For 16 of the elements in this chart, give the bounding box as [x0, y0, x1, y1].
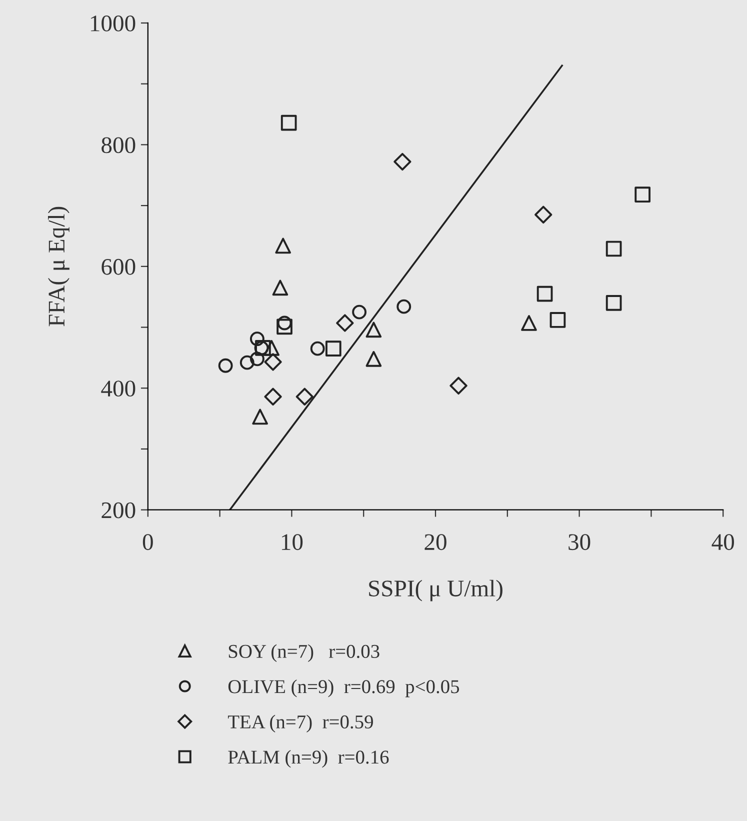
y-tick-label: 200 — [102, 502, 136, 518]
x-tick-label: 10 — [282, 534, 303, 550]
x-axis-title: SSPI( μ U/ml) — [369, 580, 502, 602]
x-tick-label: 40 — [712, 534, 734, 550]
x-tick-label: 30 — [568, 534, 590, 550]
legend-label: SOY (n=7) r=0.03 — [228, 644, 380, 662]
x-tick-label: 20 — [424, 534, 446, 550]
legend-label: PALM (n=9) r=0.16 — [228, 750, 389, 768]
y-tick-label: 800 — [102, 137, 136, 154]
y-axis-title: FFA( μ Eq/l) — [48, 206, 70, 326]
legend-label: OLIVE (n=9) r=0.69 p<0.05 — [228, 680, 460, 698]
y-tick-label: 1000 — [90, 15, 136, 32]
y-tick-label: 600 — [102, 258, 136, 275]
legend-label: TEA (n=7) r=0.59 — [228, 714, 373, 732]
y-tick-label: 400 — [101, 380, 136, 397]
x-tick-label: 0 — [142, 534, 153, 550]
